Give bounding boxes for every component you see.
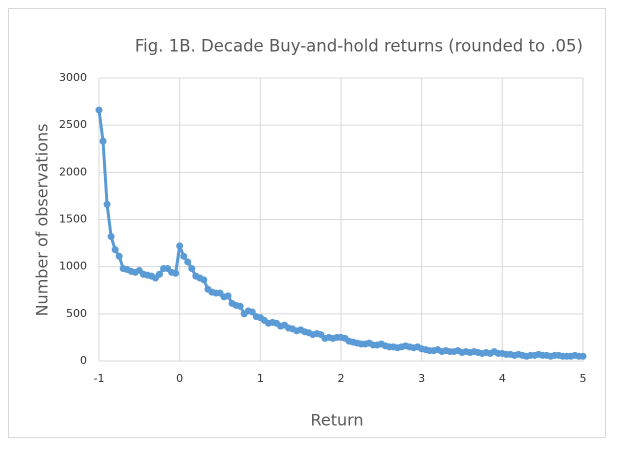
y-tick-label: 500	[66, 307, 87, 320]
data-point	[184, 258, 192, 266]
data-point	[188, 265, 196, 273]
chart-title: Fig. 1B. Decade Buy-and-hold returns (ro…	[135, 37, 583, 56]
x-axis-label: Return	[310, 411, 363, 430]
data-point	[156, 270, 163, 278]
y-axis-label: Number of observations	[33, 124, 52, 317]
data-point	[115, 252, 123, 260]
y-tick-label: 1500	[59, 213, 87, 226]
data-point	[248, 308, 256, 316]
y-tick-label: 2500	[59, 118, 87, 131]
data-point	[107, 232, 115, 240]
data-point	[95, 106, 103, 114]
data-point	[111, 246, 119, 254]
y-tick-label: 1000	[59, 260, 87, 273]
x-tick-label: 2	[338, 372, 345, 385]
data-point	[176, 242, 184, 250]
data-point	[236, 302, 244, 310]
x-tick-label: 5	[580, 372, 587, 385]
x-tick-label: 3	[418, 372, 425, 385]
data-point	[224, 292, 232, 300]
y-tick-label: 3000	[59, 71, 87, 84]
data-point	[103, 200, 111, 208]
y-tick-label: 2000	[59, 165, 87, 178]
x-tick-label: 0	[176, 372, 183, 385]
data-point	[200, 276, 208, 284]
data-point	[180, 252, 188, 260]
x-tick-label: 4	[499, 372, 506, 385]
x-tick-label: 1	[257, 372, 264, 385]
y-tick-label: 0	[80, 354, 87, 367]
x-tick-label: -1	[94, 372, 105, 385]
data-point	[172, 269, 180, 277]
data-point	[99, 137, 107, 145]
data-point	[579, 352, 587, 360]
